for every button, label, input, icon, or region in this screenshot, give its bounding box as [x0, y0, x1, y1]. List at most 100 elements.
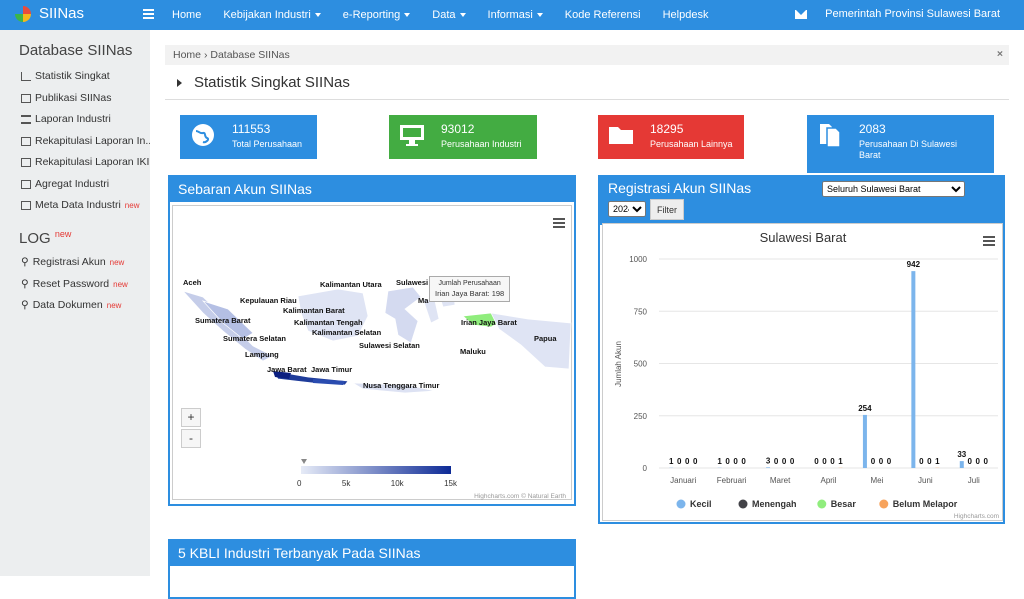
- map-label-kalimantan-tengah: Kalimantan Tengah: [294, 318, 363, 327]
- y-axis-label: Jumlah Akun: [614, 341, 623, 387]
- zoom-in-button[interactable]: +: [181, 408, 201, 427]
- data-label: 1: [669, 457, 674, 466]
- table-icon: [21, 158, 31, 167]
- year-select[interactable]: 2024: [608, 201, 646, 217]
- registrasi-panel-header: Registrasi Akun SIINas Seluruh Sulawesi …: [600, 177, 1003, 225]
- sidebar: Database SIINas Statistik Singkat Publik…: [0, 30, 150, 576]
- org-name[interactable]: Pemerintah Provinsi Sulawesi Barat: [825, 8, 1000, 20]
- caret-down-icon: [315, 13, 321, 17]
- nav-kode-referensi[interactable]: Kode Referensi: [565, 9, 641, 21]
- x-tick-label: Mei: [870, 476, 883, 485]
- map-label-lampung: Lampung: [245, 350, 279, 359]
- map-container: Aceh Kepulauan Riau Kalimantan Utara Sul…: [172, 205, 572, 500]
- sidebar-item-rekap-laporan-industri[interactable]: Rekapitulasi Laporan In...: [21, 135, 154, 147]
- nav-helpdesk[interactable]: Helpdesk: [663, 9, 709, 21]
- nav-kebijakan-industri[interactable]: Kebijakan Industri: [223, 9, 320, 21]
- map-label-sumatera-barat: Sumatera Barat: [195, 316, 250, 325]
- sidebar-item-publikasi[interactable]: Publikasi SIINas: [21, 92, 111, 104]
- y-tick-label: 1000: [629, 255, 647, 264]
- envelope-icon[interactable]: [795, 10, 807, 19]
- sidebar-item-agregat-industri[interactable]: Agregat Industri: [21, 178, 109, 190]
- legend-item: Menengah: [752, 499, 797, 509]
- map-tooltip: Jumlah Perusahaan Irian Jaya Barat: 198: [429, 276, 510, 302]
- map-label-kepulauan-riau: Kepulauan Riau: [240, 296, 297, 305]
- bar-kecil: [960, 461, 964, 468]
- color-axis-legend: [299, 457, 451, 475]
- map-label-maluku: Maluku: [460, 347, 486, 356]
- data-label: 0: [790, 457, 795, 466]
- map-label-nusa-tenggara-timur: Nusa Tenggara Timur: [363, 381, 439, 390]
- data-label: 254: [858, 404, 872, 413]
- zoom-out-button[interactable]: -: [181, 429, 201, 448]
- close-icon[interactable]: ×: [997, 48, 1003, 60]
- sidebar-item-statistik-singkat[interactable]: Statistik Singkat: [21, 70, 110, 82]
- nav-data[interactable]: Data: [432, 9, 465, 21]
- legend-item: Besar: [831, 499, 857, 509]
- search-icon: ⚲: [21, 256, 29, 268]
- x-tick-label: Januari: [670, 476, 696, 485]
- y-tick-label: 500: [634, 360, 648, 369]
- brand-name: SIINas: [39, 5, 84, 22]
- breadcrumb-separator: ›: [204, 49, 208, 61]
- data-label: 0: [685, 457, 690, 466]
- header-right: Pemerintah Provinsi Sulawesi Barat: [795, 8, 1000, 20]
- sidebar-item-rekap-laporan-iki[interactable]: Rekapitulasi Laporan IKI: [21, 156, 149, 168]
- y-tick-label: 0: [643, 464, 648, 473]
- data-label: 0: [677, 457, 682, 466]
- y-tick-label: 250: [634, 412, 648, 421]
- breadcrumb: Home › Database SIINas ×: [165, 45, 1009, 65]
- sidebar-item-laporan-industri[interactable]: Laporan Industri: [21, 113, 111, 125]
- caret-down-icon: [537, 13, 543, 17]
- legend-marker: [817, 500, 826, 509]
- x-tick-label: Juli: [968, 476, 980, 485]
- nav-home[interactable]: Home: [172, 9, 201, 21]
- chart-title: Sulawesi Barat: [760, 230, 847, 245]
- new-badge: new: [125, 201, 140, 210]
- nav-e-reporting[interactable]: e-Reporting: [343, 9, 410, 21]
- data-label: 0: [814, 457, 819, 466]
- new-badge: new: [107, 301, 122, 310]
- data-label: 0: [725, 457, 730, 466]
- data-label: 0: [830, 457, 835, 466]
- kbli-panel: 5 KBLI Industri Terbanyak Pada SIINas: [168, 539, 576, 599]
- caret-down-icon: [404, 13, 410, 17]
- nav-informasi[interactable]: Informasi: [488, 9, 543, 21]
- breadcrumb-home[interactable]: Home: [173, 49, 201, 61]
- monitor-icon: [399, 122, 425, 148]
- chart-menu-icon[interactable]: [553, 218, 565, 228]
- map-label-sulawesi-selatan: Sulawesi Selatan: [359, 341, 420, 350]
- data-label: 0: [927, 457, 932, 466]
- search-icon: ⚲: [21, 299, 29, 311]
- hamburger-menu-icon[interactable]: [143, 9, 154, 19]
- data-label: 0: [887, 457, 892, 466]
- bar-kecil: [863, 415, 867, 468]
- x-tick-label: Maret: [770, 476, 791, 485]
- map-label-jawa-barat: Jawa Barat: [267, 365, 307, 374]
- map-label-aceh: Aceh: [183, 278, 201, 287]
- map-label-papua: Papua: [534, 334, 557, 343]
- data-label: 0: [871, 457, 876, 466]
- table-icon: [21, 180, 31, 189]
- new-badge: new: [110, 258, 125, 267]
- caret-right-icon: [177, 79, 182, 87]
- brand[interactable]: SIINas: [15, 5, 84, 22]
- filter-button[interactable]: Filter: [650, 199, 684, 220]
- data-label: 0: [919, 457, 924, 466]
- legend-marker: [739, 500, 748, 509]
- caret-down-icon: [460, 13, 466, 17]
- monitor-icon: [21, 94, 31, 103]
- data-label: 0: [822, 457, 827, 466]
- list-icon: [21, 115, 31, 124]
- main-nav: Home Kebijakan Industri e-Reporting Data…: [172, 0, 708, 30]
- province-select[interactable]: Seluruh Sulawesi Barat: [822, 181, 965, 197]
- legend-marker: [879, 500, 888, 509]
